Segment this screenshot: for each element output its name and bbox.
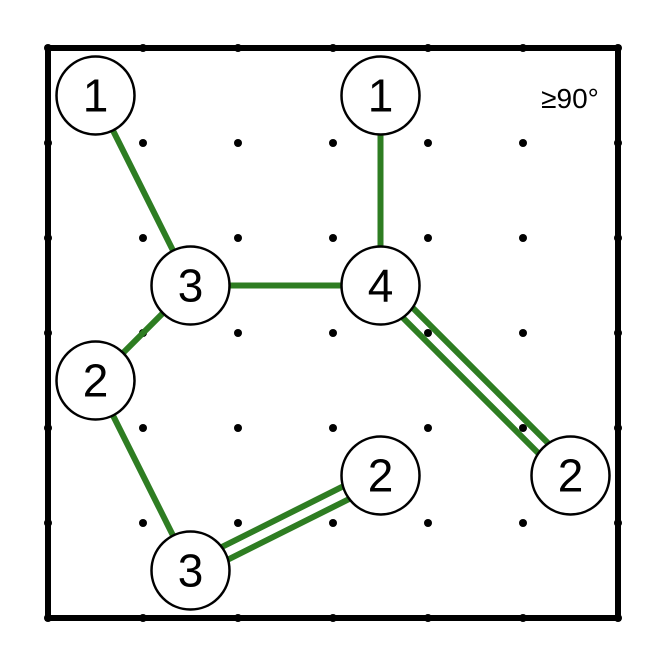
island-circle[interactable]: [150, 530, 231, 611]
grid-dot: [424, 234, 432, 242]
grid-dot: [139, 139, 147, 147]
island-clue: 3: [178, 260, 204, 312]
grid-dot: [519, 234, 527, 242]
island-circle[interactable]: [55, 55, 136, 136]
islands: 1 1 3 4 2 2 2 3: [55, 55, 611, 611]
grid-dot: [329, 139, 337, 147]
island[interactable]: 4: [340, 245, 421, 326]
island[interactable]: 1: [340, 55, 421, 136]
island[interactable]: 2: [340, 435, 421, 516]
island-circle[interactable]: [530, 435, 611, 516]
grid-dots: [44, 44, 622, 622]
grid-dot: [329, 329, 337, 337]
island-clue: 3: [178, 545, 204, 597]
island-clue: 1: [83, 70, 109, 122]
island[interactable]: 2: [55, 340, 136, 421]
bridge-line[interactable]: [383, 278, 578, 473]
grid-dot: [139, 234, 147, 242]
island[interactable]: 3: [150, 530, 231, 611]
island-circle[interactable]: [340, 55, 421, 136]
grid-dot: [329, 519, 337, 527]
island-circle[interactable]: [340, 245, 421, 326]
grid-dot: [139, 519, 147, 527]
grid-dot: [519, 424, 527, 432]
island[interactable]: 3: [150, 245, 231, 326]
grid-dot: [234, 519, 242, 527]
island-clue: 2: [368, 450, 394, 502]
grid-dot: [329, 234, 337, 242]
grid-dot: [329, 424, 337, 432]
bridge-line[interactable]: [373, 288, 568, 483]
island-clue: 4: [368, 260, 394, 312]
board-border: [45, 45, 621, 621]
island[interactable]: 1: [55, 55, 136, 136]
grid-dot: [424, 424, 432, 432]
grid-dot: [139, 424, 147, 432]
island-clue: 2: [83, 355, 109, 407]
island[interactable]: 2: [530, 435, 611, 516]
grid-dot: [424, 519, 432, 527]
grid-dot: [424, 139, 432, 147]
island-clue: 1: [368, 70, 394, 122]
island-circle[interactable]: [150, 245, 231, 326]
rule-label: ≥90°: [541, 83, 599, 114]
grid-dot: [519, 329, 527, 337]
grid-dot: [234, 424, 242, 432]
grid-dot: [234, 234, 242, 242]
grid-dot: [519, 519, 527, 527]
island-clue: 2: [558, 450, 584, 502]
island-circle[interactable]: [55, 340, 136, 421]
grid-dot: [424, 329, 432, 337]
grid-dot: [234, 139, 242, 147]
island-circle[interactable]: [340, 435, 421, 516]
grid-dot: [519, 139, 527, 147]
grid-dot: [234, 329, 242, 337]
